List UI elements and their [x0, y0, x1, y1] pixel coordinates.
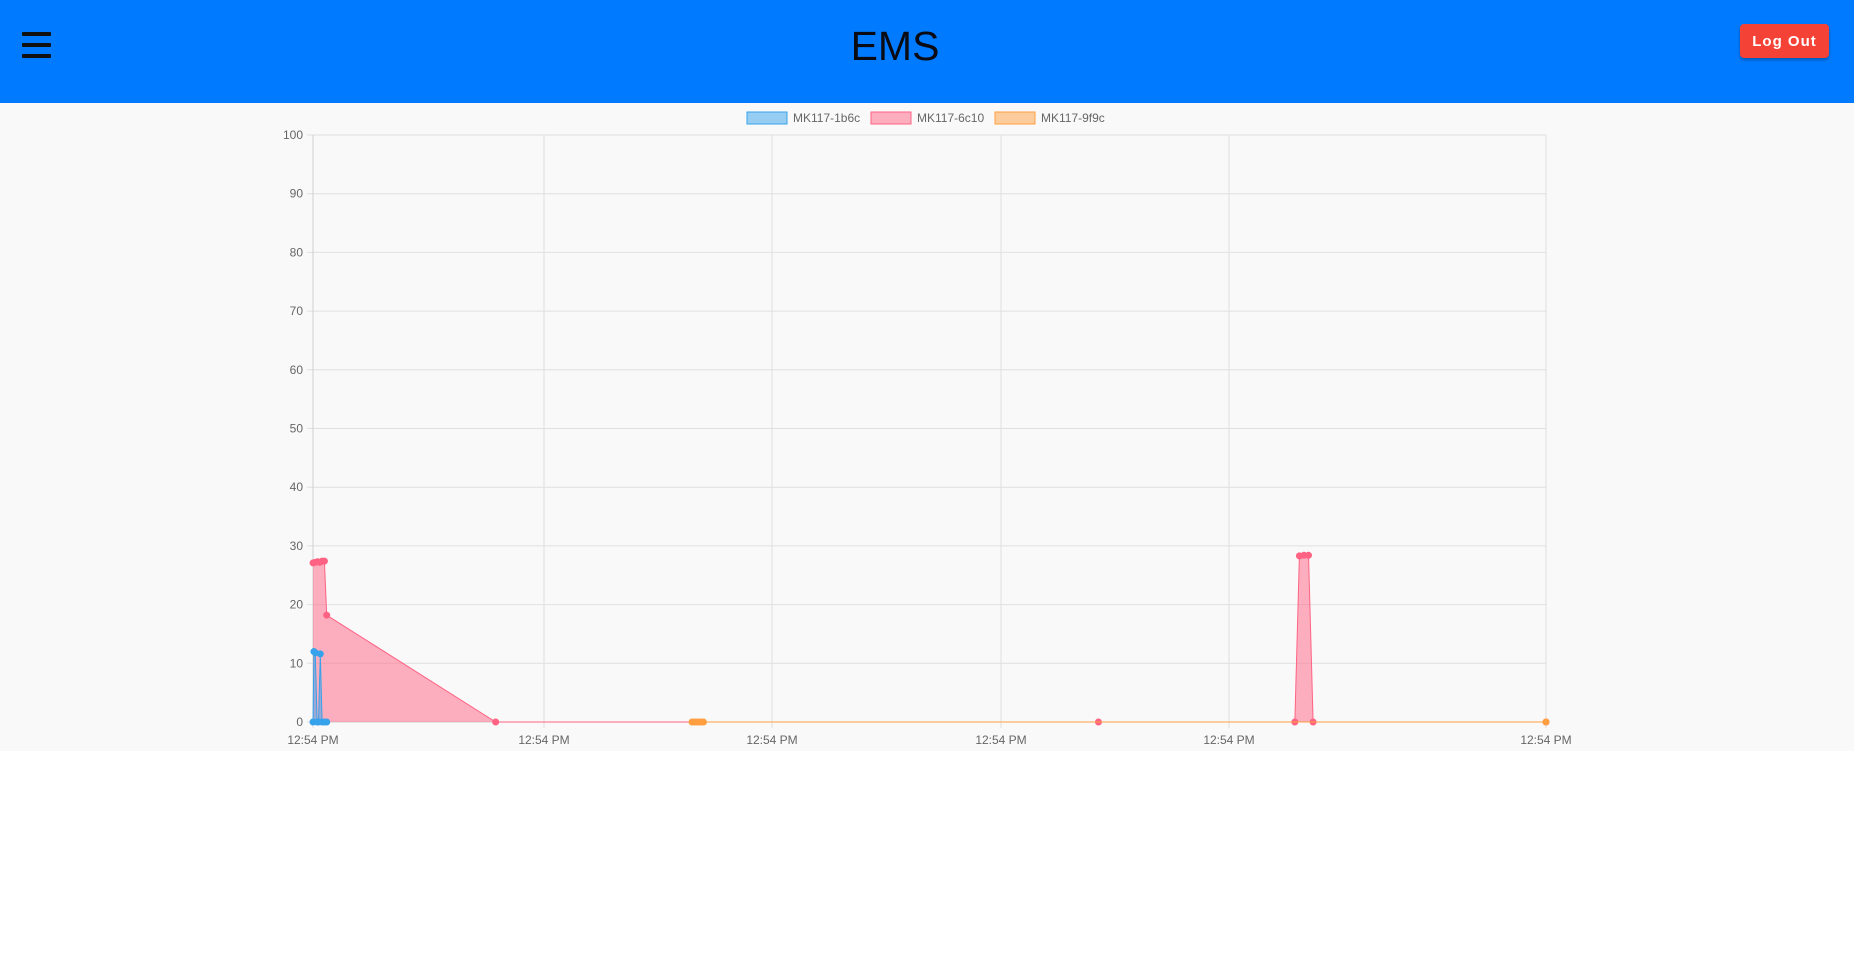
y-tick-label: 70	[290, 304, 304, 318]
data-point	[323, 718, 331, 726]
y-tick-label: 90	[290, 187, 304, 201]
data-point	[699, 718, 707, 726]
legend-label: MK117-9f9c	[1041, 111, 1105, 125]
y-tick-label: 100	[283, 128, 303, 142]
data-point	[1305, 551, 1313, 559]
data-point	[492, 718, 500, 726]
menu-line	[22, 32, 51, 36]
legend-label: MK117-1b6c	[793, 111, 860, 125]
series-line	[312, 554, 1546, 723]
y-tick-label: 40	[290, 480, 304, 494]
chart-panel: 0 10 20 30 40 50 60 70 80 90 100 12:54 PM 12:54 PM 12…	[0, 103, 1854, 751]
y-tick-label: 10	[290, 656, 304, 670]
data-point	[316, 650, 324, 658]
logout-button[interactable]: Log Out	[1740, 24, 1829, 58]
y-tick-label: 80	[290, 245, 304, 259]
x-tick-label: 12:54 PM	[1203, 733, 1254, 747]
x-tick-label: 12:54 PM	[1520, 733, 1571, 747]
y-tick-label: 20	[290, 598, 304, 612]
y-tick-label: 0	[296, 715, 303, 729]
line-chart: 0 10 20 30 40 50 60 70 80 90 100 12:54 PM 12:54 PM 12…	[283, 111, 1572, 747]
menu-line	[22, 43, 51, 47]
series-area	[313, 555, 1546, 722]
x-tick-label: 12:54 PM	[287, 733, 338, 747]
data-point	[1542, 718, 1550, 726]
legend-label: MK117-6c10	[917, 111, 984, 125]
app-header: EMS Log Out	[0, 0, 1854, 103]
y-tick-label: 30	[290, 539, 304, 553]
y-tick-label: 60	[290, 363, 304, 377]
x-tick-label: 12:54 PM	[746, 733, 797, 747]
x-tick-label: 12:54 PM	[518, 733, 569, 747]
y-tick-label: 50	[290, 422, 304, 436]
x-tick-label: 12:54 PM	[975, 733, 1026, 747]
menu-line	[22, 54, 51, 58]
legend-swatch	[870, 111, 912, 125]
data-point	[323, 611, 331, 619]
data-point	[320, 557, 328, 565]
legend-swatch	[746, 111, 788, 125]
legend-swatch	[994, 111, 1036, 125]
app-title: EMS	[850, 23, 940, 69]
hamburger-menu-icon[interactable]	[22, 32, 52, 60]
